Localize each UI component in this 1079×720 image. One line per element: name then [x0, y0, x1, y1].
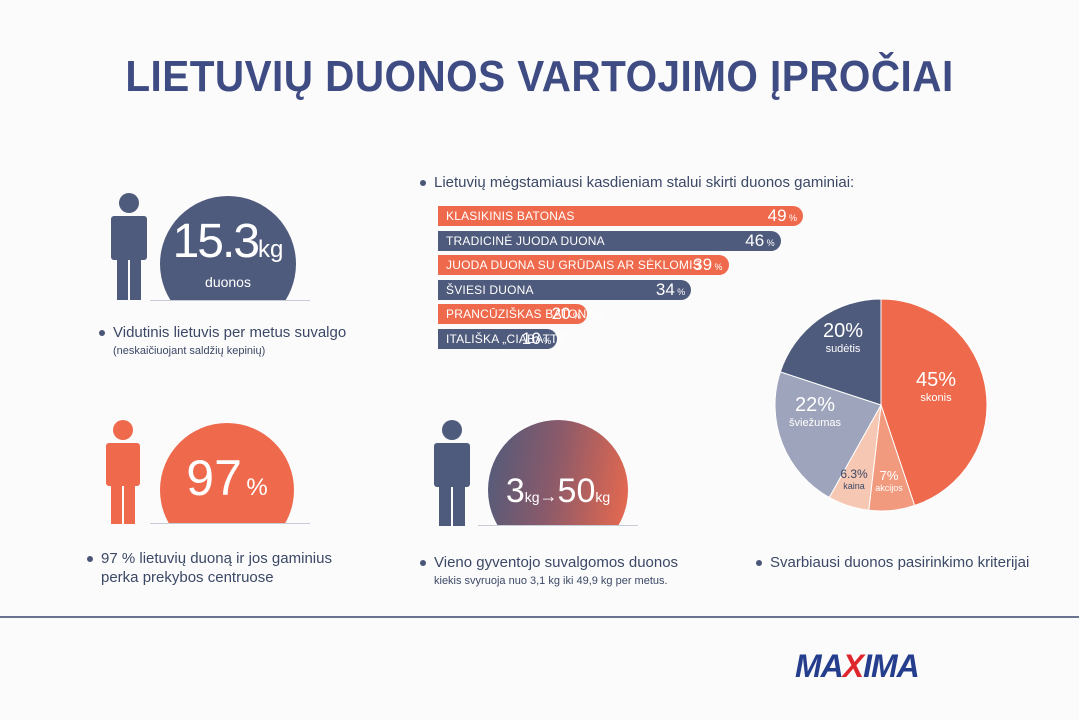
bar-value-unit: % [570, 311, 581, 321]
supermarket-unit: % [246, 474, 268, 501]
supermarket-caption-1: 97 % lietuvių duoną ir jos gaminius [87, 550, 332, 567]
range-from: 3 [505, 472, 525, 510]
range-to: 50 [557, 472, 596, 510]
maxima-logo: MAXIMA [795, 648, 920, 684]
range-caption: Vieno gyventojo suvalgomos duonos [419, 554, 679, 571]
range-subcaption: kiekis svyruoja nuo 3,1 kg iki 49,9 kg p… [434, 575, 668, 587]
supermarket-badge: 97 % [160, 423, 294, 523]
bar-label: ITALIŠKA „CIABATTA“ [446, 331, 570, 346]
pie-slice-name: sudėtis [825, 343, 861, 355]
bar-value-unit: % [674, 286, 686, 297]
pie-slice-label: 20% sudėtis [803, 320, 883, 355]
bar-label: JUODA DUONA SU GRŪDAIS AR SĖKLOMIS [446, 258, 701, 272]
pie-slice-label: 22% šviežumas [775, 394, 855, 429]
bar: KLASIKINIS BATONAS 49 % [438, 206, 804, 226]
pie-caption: Svarbiausi duonos pasirinkimo kriterijai [755, 554, 1030, 571]
range-to-unit: kg [595, 489, 611, 505]
bar-value-unit: % [786, 213, 798, 223]
divider [0, 616, 1079, 618]
bar: PRANCŪZIŠKAS BATONAS 20 % [438, 304, 603, 324]
range-badge: 3kg→50kg [488, 420, 628, 525]
bar-value-unit: % [764, 237, 775, 248]
bar-value-label: 20 % [551, 304, 581, 323]
bar: ŠVIESI DUONA 34 % [438, 279, 692, 300]
bar-label: ŠVIESI DUONA [446, 282, 534, 297]
pie-slice [779, 298, 882, 406]
bar-label: TRADICINĖ JUODA DUONA [446, 233, 605, 248]
bar-value-label: 39 % [693, 255, 723, 274]
consumption-caption: Vidutinis lietuvis per metus suvalgo [98, 324, 347, 341]
person-icon [434, 420, 470, 526]
supermarket-caption-2: perka prekybos centruose [101, 569, 274, 586]
consumption-value: 15.3 [172, 215, 260, 268]
pie-slice-value: 6.3% [840, 467, 868, 482]
bar-value-label: 46 % [745, 230, 775, 250]
bar-label: PRANCŪZIŠKAS BATONAS [446, 307, 603, 321]
page-title: LIETUVIŲ DUONOS VARTOJIMO ĮPROČIAI [125, 52, 954, 101]
pie-slice-value: 22% [794, 394, 836, 416]
pie-slice-value: 45% [915, 369, 957, 391]
bar: ITALIŠKA „CIABATTA“ 16 % [438, 328, 569, 349]
pie-slice-name: skonis [920, 392, 952, 404]
bar-value-unit: % [712, 262, 723, 272]
bar-value-label: 34 % [655, 279, 686, 299]
bar-value-label: 16 % [521, 328, 552, 348]
bar: TRADICINĖ JUODA DUONA 46 % [438, 230, 781, 251]
person-icon [106, 420, 140, 524]
bar-value-unit: % [540, 335, 552, 346]
pie-slice-value: 20% [822, 320, 864, 342]
pie-slice-value: 7% [879, 467, 899, 483]
person-icon [111, 193, 147, 300]
consumption-unit: kg [258, 236, 284, 263]
pie-slice-name: akcijos [875, 482, 903, 493]
bar-label: KLASIKINIS BATONAS [446, 209, 575, 223]
pie-chart [774, 298, 988, 512]
consumption-sub: duonos [205, 274, 251, 290]
pie-slice-label: 7% akcijos [849, 468, 929, 493]
bar: JUODA DUONA SU GRŪDAIS AR SĖKLOMIS 39 % [438, 255, 729, 275]
arrow-icon: → [539, 486, 558, 506]
bar-value-label: 49 % [767, 206, 798, 225]
pie-slice-name: kaina [843, 481, 865, 492]
range-from-unit: kg [524, 489, 540, 505]
pie-slice-label: 6.3% kaina [814, 467, 894, 491]
consumption-badge: 15.3kg duonos [160, 196, 296, 300]
supermarket-value: 97 [186, 450, 242, 506]
pie-slice-name: šviežumas [789, 417, 841, 429]
consumption-subcaption: (neskaičiuojant saldžių kepinių) [113, 345, 266, 357]
pie-slice-label: 45% skonis [896, 369, 976, 404]
pie-slice [774, 371, 882, 499]
pie-slice [880, 298, 988, 507]
bar-chart-heading: Lietuvių mėgstamiausi kasdieniam stalui … [419, 174, 855, 191]
